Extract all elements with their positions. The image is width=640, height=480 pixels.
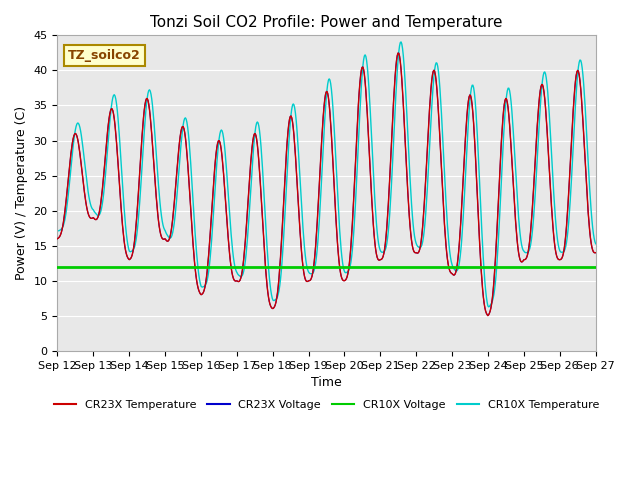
CR23X Temperature	[202, 280, 209, 286]
CR23X Voltage	[63, 188, 71, 193]
CR23X Voltage	[484, 313, 492, 319]
CR23X Voltage	[118, 223, 126, 228]
CR10X Voltage	[202, 264, 209, 270]
CR10X Voltage	[63, 264, 71, 270]
CR23X Temperature	[63, 188, 71, 193]
CR23X Temperature	[484, 313, 492, 319]
X-axis label: Time: Time	[311, 376, 342, 389]
Y-axis label: Power (V) / Temperature (C): Power (V) / Temperature (C)	[15, 106, 28, 280]
CR10X Voltage	[392, 264, 399, 270]
CR10X Temperature	[173, 190, 181, 196]
CR10X Temperature	[392, 94, 399, 99]
CR10X Voltage	[592, 264, 600, 270]
CR10X Temperature	[408, 211, 416, 217]
CR23X Temperature	[394, 50, 402, 56]
CR23X Voltage	[173, 164, 181, 170]
CR10X Temperature	[63, 202, 71, 207]
CR10X Voltage	[118, 264, 126, 270]
CR10X Temperature	[592, 241, 600, 247]
CR10X Temperature	[202, 282, 209, 288]
CR23X Temperature	[592, 250, 600, 255]
Line: CR23X Temperature: CR23X Temperature	[58, 53, 596, 316]
CR10X Temperature	[54, 228, 61, 233]
CR23X Voltage	[54, 236, 61, 241]
Text: TZ_soilco2: TZ_soilco2	[68, 49, 141, 62]
CR10X Temperature	[484, 304, 492, 310]
CR23X Voltage	[202, 280, 209, 286]
CR23X Temperature	[173, 164, 181, 170]
CR23X Voltage	[394, 50, 402, 56]
CR10X Voltage	[54, 264, 61, 270]
CR23X Temperature	[408, 242, 416, 248]
Line: CR10X Temperature: CR10X Temperature	[58, 42, 596, 307]
Line: CR23X Voltage: CR23X Voltage	[58, 53, 596, 316]
CR10X Temperature	[397, 39, 405, 45]
Legend: CR23X Temperature, CR23X Voltage, CR10X Voltage, CR10X Temperature: CR23X Temperature, CR23X Voltage, CR10X …	[49, 396, 604, 415]
CR23X Temperature	[392, 65, 399, 71]
Title: Tonzi Soil CO2 Profile: Power and Temperature: Tonzi Soil CO2 Profile: Power and Temper…	[150, 15, 503, 30]
CR10X Temperature	[118, 182, 126, 188]
CR10X Voltage	[408, 264, 415, 270]
CR23X Voltage	[392, 65, 399, 71]
CR10X Voltage	[173, 264, 181, 270]
CR23X Temperature	[54, 236, 61, 241]
CR23X Voltage	[408, 242, 416, 248]
CR23X Voltage	[592, 250, 600, 255]
CR23X Temperature	[118, 223, 126, 228]
